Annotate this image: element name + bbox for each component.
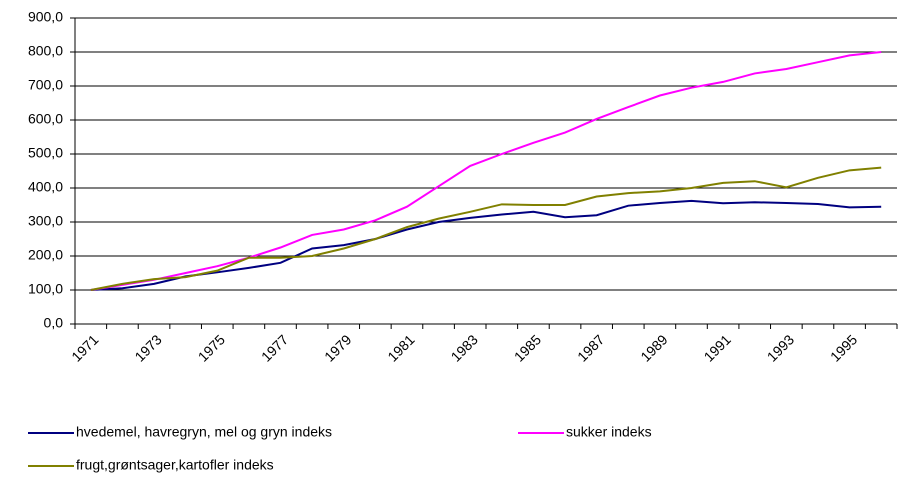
y-tick-label: 300,0 [28, 213, 63, 229]
legend-label: hvedemel, havregryn, mel og gryn indeks [76, 424, 332, 440]
y-tick-label: 100,0 [28, 281, 63, 297]
y-tick-label: 500,0 [28, 145, 63, 161]
x-tick-label: 1971 [68, 331, 101, 364]
legend-label: frugt,grøntsager,kartofler indeks [76, 457, 274, 473]
x-tick-label: 1995 [827, 331, 860, 364]
y-tick-label: 200,0 [28, 247, 63, 263]
y-tick-label: 600,0 [28, 111, 63, 127]
x-tick-label: 1985 [511, 331, 544, 364]
x-tick-label: 1977 [258, 331, 291, 364]
x-tick-label: 1973 [131, 331, 164, 364]
line-series [90, 199, 882, 291]
x-tick-label: 1991 [701, 331, 734, 364]
line-series [90, 51, 882, 291]
x-tick-label: 1983 [448, 331, 481, 364]
y-tick-label: 900,0 [28, 9, 63, 25]
y-tick-label: 800,0 [28, 43, 63, 59]
x-tick-label: 1979 [321, 331, 354, 364]
y-tick-label: 0,0 [44, 315, 64, 331]
legend-label: sukker indeks [566, 424, 652, 440]
y-tick-label: 400,0 [28, 179, 63, 195]
x-tick-label: 1975 [195, 331, 228, 364]
y-tick-label: 700,0 [28, 77, 63, 93]
line-series [90, 166, 882, 291]
x-tick-label: 1993 [764, 331, 797, 364]
x-tick-label: 1987 [574, 331, 607, 364]
x-tick-label: 1981 [384, 331, 417, 364]
x-tick-label: 1989 [637, 331, 670, 364]
